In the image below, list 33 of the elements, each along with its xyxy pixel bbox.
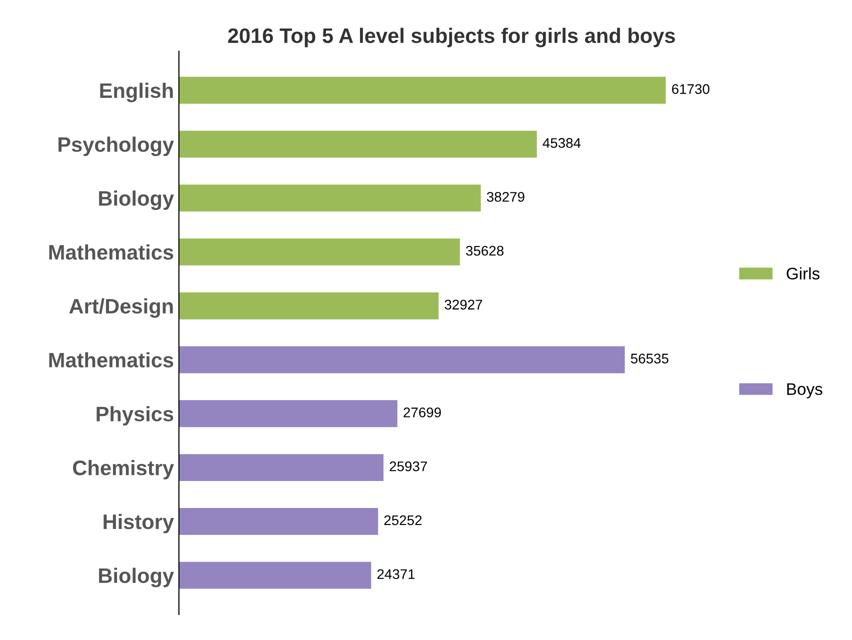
data-label: 25937 bbox=[390, 461, 427, 472]
data-label: 25252 bbox=[384, 515, 422, 526]
data-label: 56535 bbox=[630, 354, 668, 364]
bar bbox=[178, 454, 384, 482]
data-label: 24371 bbox=[377, 569, 415, 580]
bar bbox=[178, 346, 625, 374]
y-tick-label: Biology bbox=[99, 190, 174, 210]
y-tick-label: Chemistry bbox=[73, 460, 174, 480]
y-tick-label: Physics bbox=[96, 406, 174, 426]
bar bbox=[178, 238, 460, 266]
bar bbox=[178, 400, 398, 428]
y-tick-label: Biology bbox=[99, 568, 174, 588]
legend-label: Girls bbox=[786, 267, 820, 280]
bar bbox=[178, 292, 439, 320]
y-tick-label: English bbox=[100, 82, 173, 102]
y-tick-label: Mathematics bbox=[49, 352, 174, 368]
data-label: 61730 bbox=[672, 84, 710, 94]
data-label: 38279 bbox=[486, 192, 524, 202]
bar bbox=[178, 508, 378, 535]
bar bbox=[178, 184, 481, 212]
data-label: 35628 bbox=[466, 246, 504, 256]
y-tick-label: Mathematics bbox=[49, 244, 174, 260]
data-label: 27699 bbox=[404, 408, 441, 418]
y-tick-label: Psychology bbox=[58, 136, 174, 156]
y-tick-label: Art/Design bbox=[69, 298, 173, 318]
bar bbox=[178, 76, 666, 104]
y-tick-label: History bbox=[104, 514, 174, 534]
data-label: 32927 bbox=[444, 300, 482, 310]
bar bbox=[178, 130, 537, 158]
legend-label: Boys bbox=[787, 383, 822, 398]
chart-title: 2016 Top 5 A level subjects for girls and boys bbox=[228, 28, 675, 48]
data-label: 45384 bbox=[542, 138, 581, 148]
bar bbox=[178, 562, 372, 589]
